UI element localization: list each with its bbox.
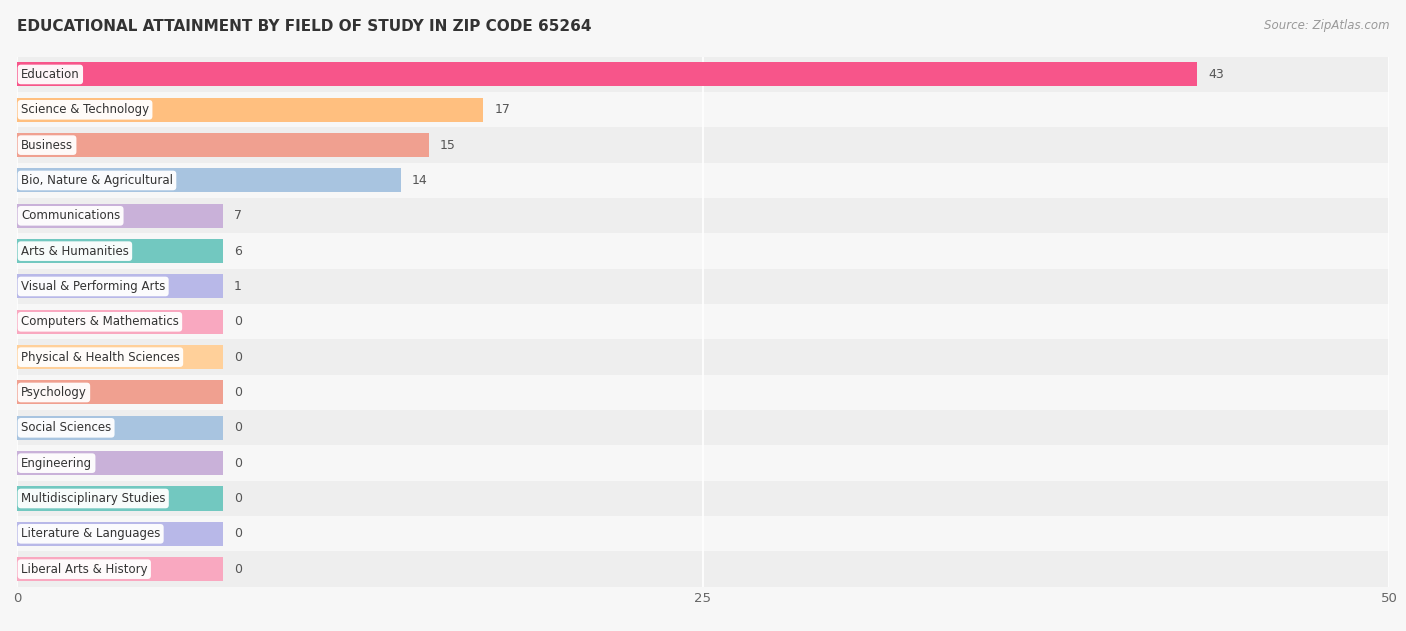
Bar	[17, 133, 429, 157]
Text: 0: 0	[233, 316, 242, 328]
Bar	[17, 62, 1197, 86]
Text: 7: 7	[233, 209, 242, 222]
Bar	[17, 416, 222, 440]
Text: Science & Technology: Science & Technology	[21, 103, 149, 116]
Text: Source: ZipAtlas.com: Source: ZipAtlas.com	[1264, 19, 1389, 32]
Bar	[17, 204, 222, 228]
Text: 43: 43	[1208, 68, 1223, 81]
Text: 14: 14	[412, 174, 427, 187]
Text: Social Sciences: Social Sciences	[21, 422, 111, 434]
Bar	[17, 304, 1389, 339]
Text: 0: 0	[233, 457, 242, 469]
Bar	[17, 198, 1389, 233]
Bar	[17, 57, 1389, 92]
Text: EDUCATIONAL ATTAINMENT BY FIELD OF STUDY IN ZIP CODE 65264: EDUCATIONAL ATTAINMENT BY FIELD OF STUDY…	[17, 19, 592, 34]
Text: Liberal Arts & History: Liberal Arts & History	[21, 563, 148, 575]
Bar	[17, 269, 1389, 304]
Text: 6: 6	[233, 245, 242, 257]
Text: 0: 0	[233, 386, 242, 399]
Text: Physical & Health Sciences: Physical & Health Sciences	[21, 351, 180, 363]
Text: Visual & Performing Arts: Visual & Performing Arts	[21, 280, 166, 293]
Bar	[17, 380, 222, 404]
Bar	[17, 487, 222, 510]
Bar	[17, 92, 1389, 127]
Text: 0: 0	[233, 492, 242, 505]
Bar	[17, 310, 222, 334]
Bar	[17, 522, 222, 546]
Bar	[17, 339, 1389, 375]
Text: Literature & Languages: Literature & Languages	[21, 528, 160, 540]
Bar	[17, 481, 1389, 516]
Text: 1: 1	[233, 280, 242, 293]
Text: Arts & Humanities: Arts & Humanities	[21, 245, 129, 257]
Bar	[17, 98, 484, 122]
Bar	[17, 163, 1389, 198]
Text: Communications: Communications	[21, 209, 121, 222]
Text: Multidisciplinary Studies: Multidisciplinary Studies	[21, 492, 166, 505]
Bar	[17, 168, 401, 192]
Bar	[17, 239, 222, 263]
Text: 0: 0	[233, 422, 242, 434]
Text: 0: 0	[233, 528, 242, 540]
Bar	[17, 127, 1389, 163]
Text: Computers & Mathematics: Computers & Mathematics	[21, 316, 179, 328]
Bar	[17, 410, 1389, 445]
Bar	[17, 557, 222, 581]
Bar	[17, 274, 222, 298]
Text: 17: 17	[495, 103, 510, 116]
Text: Bio, Nature & Agricultural: Bio, Nature & Agricultural	[21, 174, 173, 187]
Text: 15: 15	[440, 139, 456, 151]
Text: Engineering: Engineering	[21, 457, 93, 469]
Text: 0: 0	[233, 563, 242, 575]
Text: Psychology: Psychology	[21, 386, 87, 399]
Text: 0: 0	[233, 351, 242, 363]
Bar	[17, 516, 1389, 551]
Bar	[17, 451, 222, 475]
Text: Education: Education	[21, 68, 80, 81]
Bar	[17, 233, 1389, 269]
Bar	[17, 445, 1389, 481]
Bar	[17, 345, 222, 369]
Bar	[17, 551, 1389, 587]
Text: Business: Business	[21, 139, 73, 151]
Bar	[17, 375, 1389, 410]
